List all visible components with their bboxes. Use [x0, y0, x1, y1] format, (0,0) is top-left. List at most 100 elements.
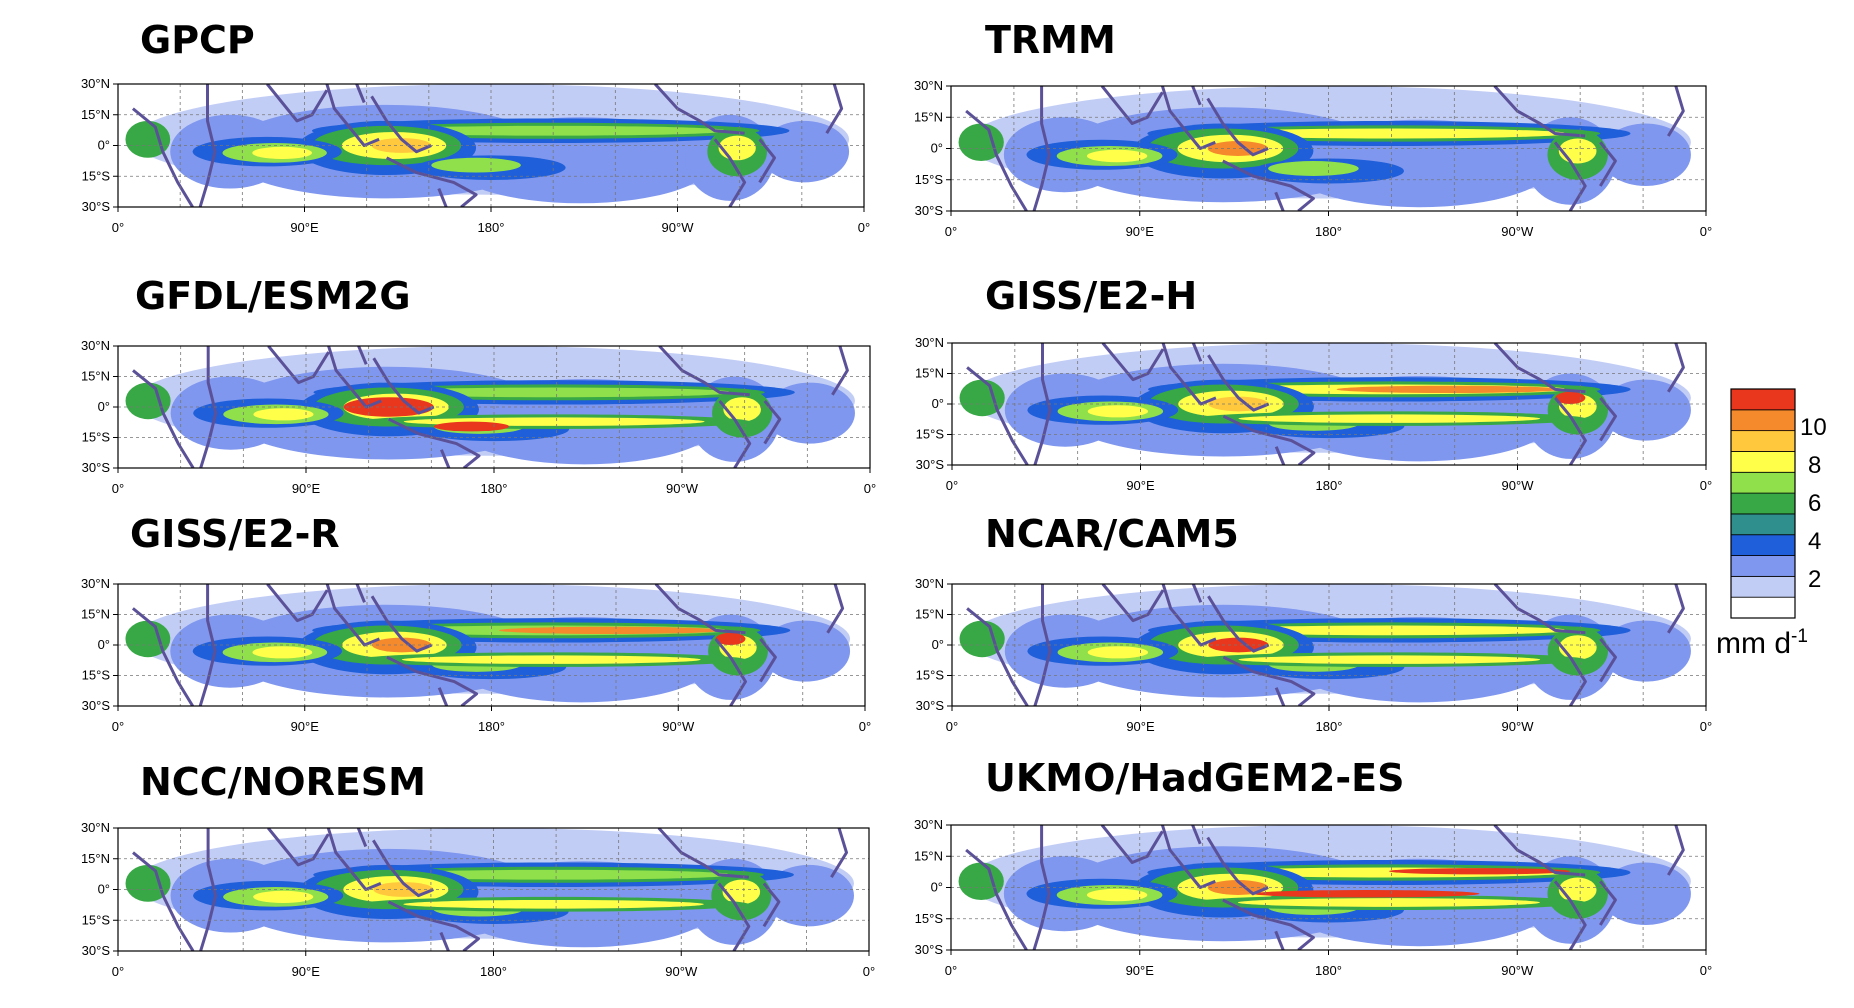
lat-tick-label: 15°S — [82, 168, 111, 183]
precip-contour — [1555, 391, 1586, 404]
coastline — [966, 607, 1029, 706]
lon-tick-label: 90°W — [666, 481, 699, 496]
lat-tick-label: 30°N — [915, 576, 944, 591]
lat-tick-label: 0° — [98, 138, 110, 153]
lat-tick-label: 0° — [932, 637, 944, 652]
coastline — [355, 84, 366, 104]
lon-tick-label: 180° — [1315, 963, 1342, 978]
lat-tick-label: 15°S — [915, 172, 944, 187]
coastline — [437, 687, 449, 706]
precip-contour — [1087, 405, 1149, 418]
coastline — [199, 346, 218, 468]
lat-tick-label: 30°S — [915, 942, 944, 957]
coastline — [1493, 343, 1586, 394]
lon-tick-label: 0° — [945, 224, 957, 239]
lon-tick-label: 180° — [1316, 719, 1343, 734]
coastline — [1553, 141, 1587, 211]
lat-tick-label: 15°N — [81, 607, 110, 622]
precip-contour — [1558, 635, 1597, 660]
lat-tick-label: 30°N — [81, 76, 110, 91]
map-panel-4: 30°N15°N0°15°S30°S0° 90°E 180° 90°W 0° — [81, 576, 871, 734]
coastline — [831, 346, 849, 396]
map-panel-1: 30°N15°N0°15°S30°S0° 90°E 180° 90°W 0° — [914, 78, 1712, 239]
coastline — [1207, 354, 1270, 412]
coastline — [1599, 396, 1617, 442]
lat-tick-label: 0° — [931, 141, 943, 156]
panel-title: NCC/NORESM — [140, 760, 426, 804]
coastline — [1274, 191, 1285, 211]
coastline — [266, 84, 329, 123]
lon-tick-label: 90°W — [665, 964, 698, 979]
coastline — [717, 882, 751, 951]
legend-label: 8 — [1808, 452, 1822, 479]
coastline — [1032, 825, 1051, 950]
precip-contour — [1087, 646, 1149, 659]
coastline — [763, 399, 782, 445]
coastline — [132, 851, 195, 951]
coastline — [966, 366, 1029, 465]
coastline — [1274, 930, 1285, 950]
coastline — [266, 584, 329, 623]
coastline — [1553, 880, 1587, 950]
color-legend: 10 8 6 4 2 — [1720, 384, 1840, 664]
coastline — [713, 138, 747, 207]
lat-tick-label: 30°N — [81, 820, 110, 835]
coastline — [356, 828, 368, 848]
precip-contour — [1208, 637, 1269, 653]
coastline — [325, 84, 380, 147]
coastline — [437, 188, 448, 207]
coastline — [657, 828, 749, 879]
precip-contour — [1600, 620, 1691, 682]
precip-contour — [958, 862, 1004, 900]
lon-tick-label: 90°W — [662, 220, 695, 235]
lon-tick-label: 90°E — [1126, 719, 1155, 734]
lat-tick-label: 15°N — [915, 366, 944, 381]
coastline — [1161, 343, 1217, 406]
precip-contour — [253, 890, 314, 904]
lon-tick-label: 90°E — [1126, 478, 1155, 493]
coastline — [1191, 584, 1203, 603]
lat-tick-label: 30°N — [81, 576, 110, 591]
lon-tick-label: 0° — [864, 481, 876, 496]
precip-contour — [959, 379, 1005, 417]
coastline — [131, 107, 194, 207]
coastline — [372, 839, 434, 898]
precip-contour — [125, 120, 171, 158]
lon-tick-label: 0° — [112, 719, 124, 734]
panel-title: NCAR/CAM5 — [985, 512, 1239, 556]
panel-title: GISS/E2-H — [985, 274, 1198, 318]
lat-tick-label: 15°N — [81, 851, 110, 866]
lon-tick-label: 90°W — [1502, 719, 1535, 734]
lat-tick-label: 30°S — [82, 943, 111, 958]
coastline — [658, 346, 750, 397]
panel-title: GPCP — [140, 18, 255, 62]
precip-contour — [373, 882, 434, 897]
precip-contour — [1238, 414, 1541, 423]
panel-title: GISS/E2-R — [130, 512, 340, 556]
coastline — [718, 399, 752, 468]
lat-tick-label: 0° — [931, 880, 943, 895]
coastline — [1206, 97, 1269, 157]
panel-title: GFDL/ESM2G — [135, 274, 411, 318]
coastline — [1222, 414, 1316, 465]
lon-tick-label: 0° — [112, 220, 124, 235]
coastline — [1100, 86, 1164, 125]
coastline — [440, 449, 451, 468]
coastline — [1101, 343, 1165, 382]
lon-tick-label: 0° — [859, 719, 871, 734]
precip-contour — [1207, 880, 1269, 895]
lon-tick-label: 0° — [946, 478, 958, 493]
precip-contour — [958, 123, 1004, 161]
map-panel-6: 30°N15°N0°15°S30°S0° 90°E 180° 90°W 0° — [81, 820, 875, 979]
lat-tick-label: 15°N — [81, 107, 110, 122]
lat-tick-label: 15°S — [915, 911, 944, 926]
precip-contour — [252, 646, 313, 659]
precip-contour — [1086, 888, 1148, 902]
coastline — [387, 900, 480, 951]
lon-tick-label: 180° — [1315, 224, 1342, 239]
coastline — [439, 931, 450, 951]
coastline — [198, 84, 217, 207]
coastline — [759, 637, 777, 683]
precip-contour — [1600, 862, 1691, 925]
